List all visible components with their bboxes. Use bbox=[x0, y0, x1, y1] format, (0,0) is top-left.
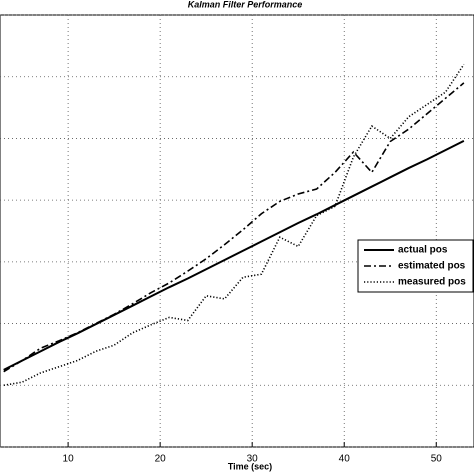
x-tick-label: 20 bbox=[155, 454, 167, 465]
legend-label: actual pos bbox=[398, 245, 448, 256]
x-axis-label: Time (sec) bbox=[228, 461, 272, 471]
legend-label: estimated pos bbox=[398, 261, 466, 272]
x-tick-label: 30 bbox=[247, 454, 259, 465]
plot-frame bbox=[0, 14, 474, 448]
chart-title: Kalman Filter Performance bbox=[188, 0, 303, 9]
x-tick-label: 10 bbox=[63, 454, 75, 465]
series-line bbox=[3, 82, 465, 373]
legend-label: measured pos bbox=[398, 277, 466, 288]
legend-box bbox=[357, 239, 474, 293]
x-tick-label: 40 bbox=[339, 454, 351, 465]
series-line bbox=[3, 63, 465, 387]
x-tick-label: 50 bbox=[431, 454, 443, 465]
